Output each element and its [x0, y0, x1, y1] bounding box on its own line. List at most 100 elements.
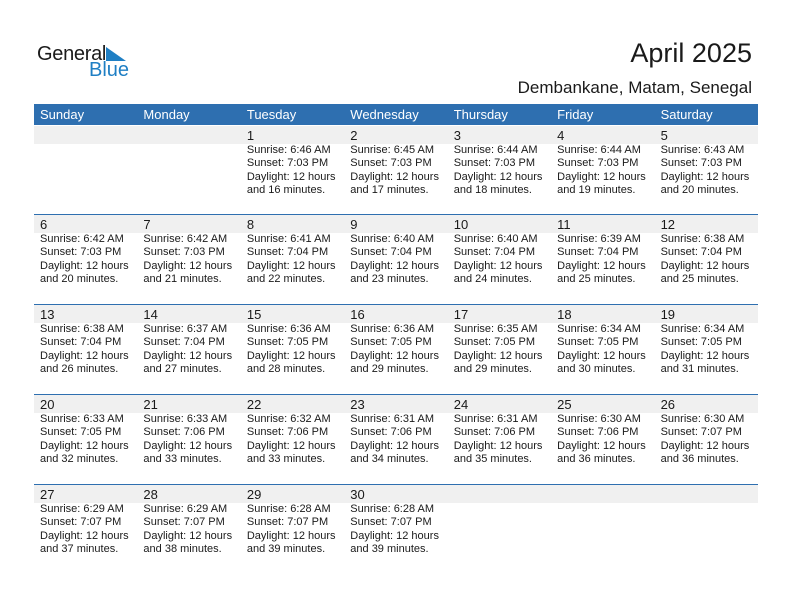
daylight-text: Daylight: 12 hours [143, 260, 233, 272]
sunrise-text: Sunrise: 6:28 AM [246, 503, 331, 515]
sunset-text: Sunset: 7:06 PM [350, 426, 432, 438]
sunrise-text: Sunrise: 6:33 AM [40, 413, 124, 425]
sunset-text: Sunset: 7:05 PM [660, 336, 742, 348]
daylight-text: Daylight: 12 hours [40, 350, 129, 362]
day-cell: 23 Sunrise: 6:31 AM Sunset: 7:06 PM Dayligh… [344, 395, 447, 483]
sunrise-text: Sunrise: 6:40 AM [453, 233, 538, 245]
day-cell: 2 Sunrise: 6:45 AM Sunset: 7:03 PM Daylight… [344, 126, 447, 214]
minutes-text: and 39 minutes. [350, 543, 429, 555]
minutes-text: and 30 minutes. [557, 363, 636, 375]
day-number: 28 [143, 487, 158, 502]
day-number-band [34, 395, 758, 413]
sunrise-text: Sunrise: 6:31 AM [453, 413, 538, 425]
weekday-header: Sunday Monday Tuesday Wednesday Thursday Frid… [34, 104, 758, 125]
sunset-text: Sunset: 7:07 PM [350, 516, 432, 528]
sunrise-text: Sunrise: 6:44 AM [453, 144, 538, 156]
day-cell: 25 Sunrise: 6:30 AM Sunset: 7:06 PM Dayligh… [551, 395, 654, 483]
day-number: 27 [40, 487, 55, 502]
sunrise-text: Sunrise: 6:36 AM [350, 323, 435, 335]
page-title: April 2025 [630, 38, 752, 68]
daylight-text: Daylight: 12 hours [660, 171, 750, 183]
day-number: 23 [350, 397, 365, 412]
day-number-band [34, 305, 758, 323]
sunrise-text: Sunrise: 6:42 AM [40, 233, 124, 245]
day-number: 13 [40, 307, 55, 322]
sunrise-text: Sunrise: 6:32 AM [246, 413, 331, 425]
day-number: 4 [557, 128, 565, 143]
logo-text-general: General [37, 43, 107, 65]
daylight-text: Daylight: 12 hours [660, 350, 750, 362]
day-cell: 27 Sunrise: 6:29 AM Sunset: 7:07 PM Dayligh… [34, 485, 137, 573]
daylight-text: Daylight: 12 hours [40, 530, 129, 542]
minutes-text: and 29 minutes. [453, 363, 532, 375]
day-cell: 11 Sunrise: 6:39 AM Sunset: 7:04 PM Dayligh… [551, 215, 654, 303]
day-cell: 8 Sunrise: 6:41 AM Sunset: 7:04 PM Daylight… [241, 215, 344, 303]
day-number: 8 [246, 217, 255, 232]
day-cell: 14 Sunrise: 6:37 AM Sunset: 7:04 PM Dayligh… [137, 305, 240, 393]
day-cell: 9 Sunrise: 6:40 AM Sunset: 7:04 PM Daylight… [344, 215, 447, 303]
sunrise-text: Sunrise: 6:38 AM [660, 233, 745, 245]
sunset-text: Sunset: 7:03 PM [40, 246, 122, 258]
week-row: 13 Sunrise: 6:38 AM Sunset: 7:04 PM Dayligh… [34, 304, 758, 395]
minutes-text: and 34 minutes. [350, 453, 429, 465]
sunset-text: Sunset: 7:07 PM [246, 516, 329, 528]
daylight-text: Daylight: 12 hours [350, 260, 439, 272]
day-number: 2 [350, 128, 358, 143]
day-cell: 29 Sunrise: 6:28 AM Sunset: 7:07 PM Dayligh… [241, 485, 344, 573]
daylight-text: Daylight: 12 hours [350, 171, 439, 183]
minutes-text: and 22 minutes. [246, 273, 326, 285]
week-row: 27 Sunrise: 6:29 AM Sunset: 7:07 PM Dayligh… [34, 484, 758, 575]
daylight-text: Daylight: 12 hours [143, 350, 233, 362]
daylight-text: Daylight: 12 hours [350, 440, 439, 452]
day-number: 29 [246, 487, 262, 502]
minutes-text: and 37 minutes. [40, 543, 119, 555]
weekday-monday: Monday [143, 107, 190, 122]
day-number: 6 [40, 217, 48, 232]
day-number: 5 [660, 128, 668, 143]
day-cell: 26 Sunrise: 6:30 AM Sunset: 7:07 PM Dayligh… [655, 395, 758, 483]
sunset-text: Sunset: 7:05 PM [246, 336, 329, 348]
minutes-text: and 24 minutes. [453, 273, 532, 285]
daylight-text: Daylight: 12 hours [246, 171, 336, 183]
day-number: 14 [143, 307, 158, 322]
sunrise-text: Sunrise: 6:31 AM [350, 413, 435, 425]
daylight-text: Daylight: 12 hours [660, 260, 750, 272]
minutes-text: and 32 minutes. [40, 453, 119, 465]
sunset-text: Sunset: 7:06 PM [143, 426, 225, 438]
sunrise-text: Sunrise: 6:44 AM [557, 144, 641, 156]
sunset-text: Sunset: 7:03 PM [350, 157, 432, 169]
minutes-text: and 18 minutes. [453, 184, 532, 196]
day-cell: 21 Sunrise: 6:33 AM Sunset: 7:06 PM Dayligh… [137, 395, 240, 483]
sunrise-text: Sunrise: 6:35 AM [453, 323, 538, 335]
sunset-text: Sunset: 7:05 PM [453, 336, 536, 348]
day-number: 24 [453, 397, 469, 412]
week-row: 20 Sunrise: 6:33 AM Sunset: 7:05 PM Dayligh… [34, 394, 758, 485]
day-number-band [34, 485, 758, 503]
day-number-band [34, 126, 758, 144]
day-cell: 4 Sunrise: 6:44 AM Sunset: 7:03 PM Daylight… [551, 126, 654, 214]
day-number: 25 [557, 397, 572, 412]
day-cell: 3 Sunrise: 6:44 AM Sunset: 7:03 PM Daylight… [448, 126, 551, 214]
sunset-text: Sunset: 7:04 PM [453, 246, 536, 258]
weekday-friday: Friday [557, 107, 594, 122]
day-cell: 22 Sunrise: 6:32 AM Sunset: 7:06 PM Dayligh… [241, 395, 344, 483]
sunrise-text: Sunrise: 6:30 AM [660, 413, 745, 425]
day-cell: 28 Sunrise: 6:29 AM Sunset: 7:07 PM Dayligh… [137, 485, 240, 573]
minutes-text: and 23 minutes. [350, 273, 429, 285]
sunset-text: Sunset: 7:06 PM [453, 426, 536, 438]
sunrise-text: Sunrise: 6:45 AM [350, 144, 435, 156]
sunset-text: Sunset: 7:04 PM [40, 336, 122, 348]
sunrise-text: Sunrise: 6:43 AM [660, 144, 745, 156]
day-number: 17 [453, 307, 469, 322]
minutes-text: and 38 minutes. [143, 543, 222, 555]
sunset-text: Sunset: 7:04 PM [557, 246, 639, 258]
day-cell: 20 Sunrise: 6:33 AM Sunset: 7:05 PM Dayligh… [34, 395, 137, 483]
day-number: 15 [246, 307, 262, 322]
day-number: 20 [40, 397, 55, 412]
sunset-text: Sunset: 7:03 PM [453, 157, 536, 169]
daylight-text: Daylight: 12 hours [453, 171, 543, 183]
sunrise-text: Sunrise: 6:38 AM [40, 323, 124, 335]
daylight-text: Daylight: 12 hours [350, 530, 439, 542]
minutes-text: and 33 minutes. [246, 453, 326, 465]
sunset-text: Sunset: 7:04 PM [660, 246, 742, 258]
